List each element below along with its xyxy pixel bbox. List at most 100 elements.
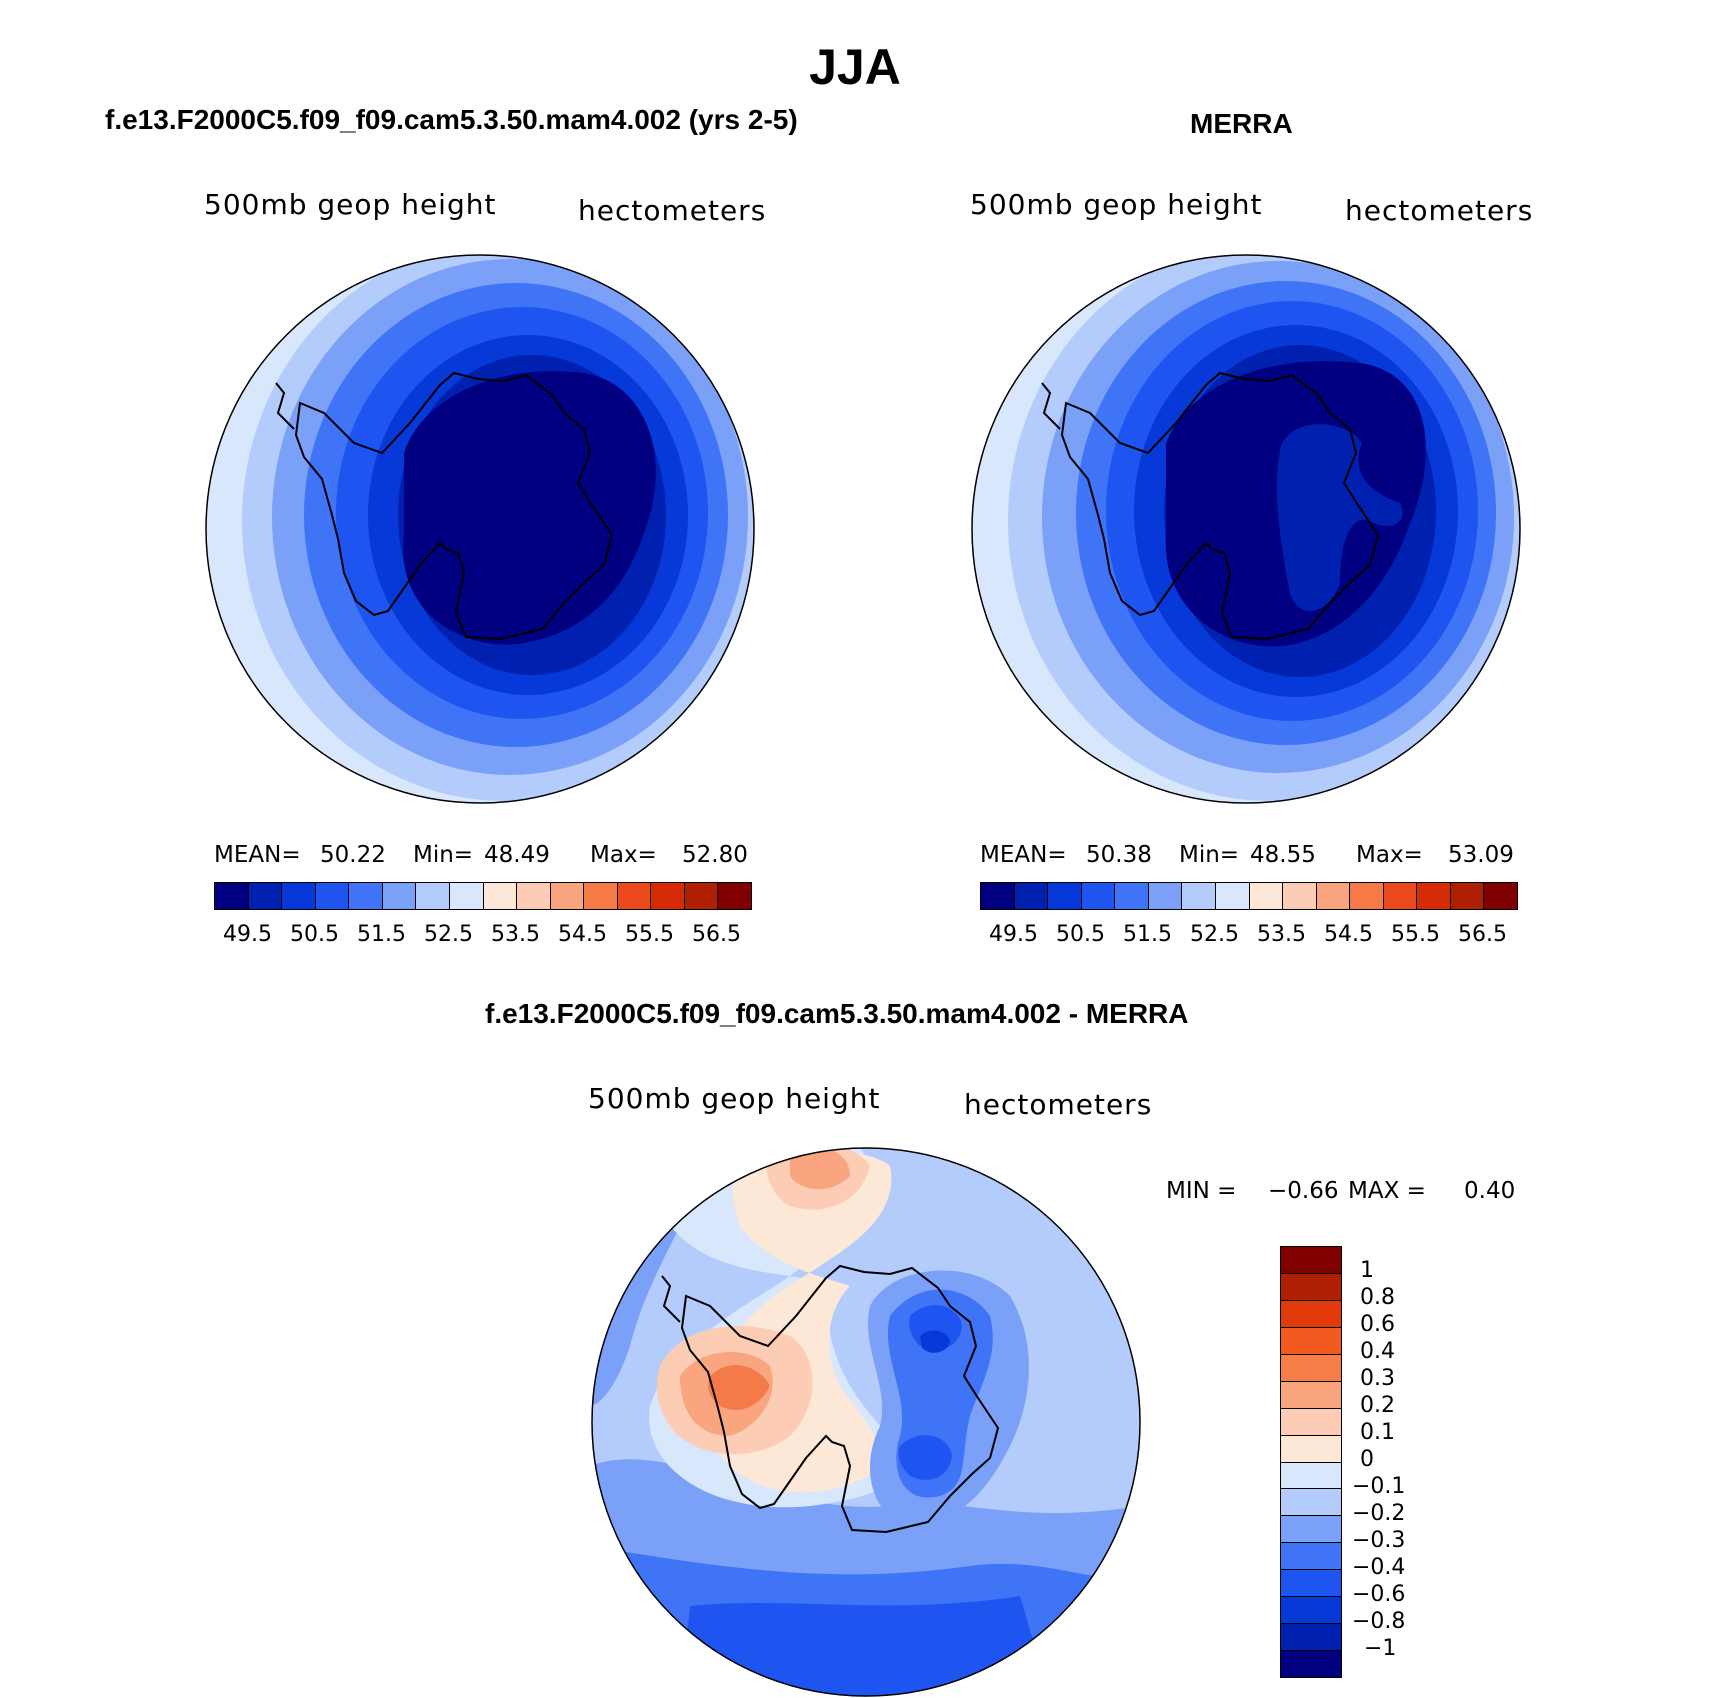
panel3-min-label: MIN = — [1166, 1178, 1237, 1204]
panel3-max-value: 0.40 — [1464, 1178, 1516, 1204]
panel1-min-label: Min= — [413, 842, 474, 868]
panel2-colorbar-swatch — [1249, 883, 1284, 909]
panel2-max-label: Max= — [1356, 842, 1423, 868]
panel2-mean-label: MEAN= — [980, 842, 1067, 868]
panel1-colorbar-tick: 56.5 — [692, 922, 741, 947]
panel1-colorbar-swatch — [718, 883, 751, 909]
panel3-max-label: MAX = — [1348, 1178, 1426, 1204]
panel2-title: MERRA — [1190, 108, 1293, 139]
panel2-colorbar-swatch — [1350, 883, 1384, 909]
panel3-variable-label: 500mb geop height — [588, 1082, 881, 1115]
panel3-units-label: hectometers — [964, 1088, 1153, 1121]
panel2-contour-fill — [972, 255, 1520, 803]
panel3-contour-fill — [592, 1148, 1140, 1696]
panel1-colorbar-tick: 49.5 — [223, 922, 272, 947]
panel2-colorbar-swatch — [1316, 883, 1351, 909]
panel3-colorbar — [1280, 1246, 1342, 1678]
panel3-colorbar-swatch — [1281, 1543, 1341, 1571]
panel1-variable-label: 500mb geop height — [204, 188, 497, 221]
panel3-colorbar-swatch — [1281, 1327, 1341, 1355]
panel2-colorbar-swatch — [1081, 883, 1116, 909]
panel2-colorbar-swatch — [1283, 883, 1317, 909]
panel1-max-label: Max= — [590, 842, 657, 868]
panel1-colorbar-tick: 53.5 — [491, 922, 540, 947]
panel1-contour-fill — [206, 255, 754, 803]
panel1-colorbar-swatch — [349, 883, 383, 909]
panel3-colorbar-swatch — [1281, 1273, 1341, 1301]
panel3-colorbar-tick: −0.6 — [1352, 1582, 1406, 1607]
panel3-colorbar-swatch — [1281, 1300, 1341, 1328]
panel3-colorbar-tick: −0.4 — [1352, 1555, 1406, 1580]
panel2-colorbar-tick: 53.5 — [1257, 922, 1306, 947]
panel2-max-value: 53.09 — [1448, 842, 1514, 868]
panel3-colorbar-swatch — [1281, 1651, 1341, 1677]
panel1-colorbar-swatch — [315, 883, 350, 909]
panel2-colorbar-swatch — [1182, 883, 1216, 909]
panel3-colorbar-swatch — [1281, 1381, 1341, 1409]
panel1-colorbar-tick: 51.5 — [357, 922, 406, 947]
panel3-colorbar-swatch — [1281, 1247, 1341, 1274]
panel1-colorbar-tick: 54.5 — [558, 922, 607, 947]
panel3-colorbar-swatch — [1281, 1570, 1341, 1598]
panel3-colorbar-tick: 1 — [1360, 1258, 1374, 1283]
panel3-colorbar-tick: −0.1 — [1352, 1474, 1406, 1499]
panel2-variable-label: 500mb geop height — [970, 188, 1263, 221]
panel1-colorbar-swatch — [416, 883, 450, 909]
panel2-min-label: Min= — [1179, 842, 1240, 868]
panel1-colorbar-swatch — [382, 883, 417, 909]
figure-title: JJA — [809, 39, 901, 95]
panel2-colorbar-swatch — [1048, 883, 1082, 909]
panel2-colorbar-swatch — [1450, 883, 1485, 909]
panel1-mean-label: MEAN= — [214, 842, 301, 868]
panel2-min-value: 48.55 — [1250, 842, 1316, 868]
panel2-colorbar-swatch — [1484, 883, 1517, 909]
panel2-colorbar-swatch — [1014, 883, 1049, 909]
panel1-colorbar-swatch — [550, 883, 585, 909]
panel2-units-label: hectometers — [1345, 194, 1534, 227]
panel1-polar-map — [205, 254, 755, 804]
panel1-mean-value: 50.22 — [320, 842, 386, 868]
panel2-colorbar-swatch — [1115, 883, 1149, 909]
panel3-colorbar-swatch — [1281, 1516, 1341, 1544]
panel2-colorbar-tick: 50.5 — [1056, 922, 1105, 947]
panel2-colorbar-swatch — [1215, 883, 1250, 909]
panel1-colorbar-tick: 55.5 — [625, 922, 674, 947]
panel3-antarctica-coastline — [680, 1264, 1000, 1534]
panel1-colorbar-swatch — [248, 883, 283, 909]
panel1-colorbar-swatch — [517, 883, 551, 909]
panel2-colorbar-tick: 52.5 — [1190, 922, 1239, 947]
panel3-colorbar-swatch — [1281, 1435, 1341, 1463]
panel1-colorbar-swatch — [651, 883, 685, 909]
panel1-colorbar-swatch — [684, 883, 719, 909]
panel1-max-value: 52.80 — [682, 842, 748, 868]
panel3-min-value: −0.66 — [1268, 1178, 1339, 1204]
panel3-colorbar-swatch — [1281, 1597, 1341, 1625]
panel3-colorbar-swatch — [1281, 1489, 1341, 1517]
panel3-peninsula-coastline — [661, 1275, 681, 1323]
panel3-colorbar-tick: 0 — [1360, 1447, 1374, 1472]
panel2-colorbar-tick: 49.5 — [989, 922, 1038, 947]
panel2-colorbar-swatch — [1417, 883, 1451, 909]
panel3-colorbar-tick: 0.2 — [1360, 1393, 1395, 1418]
panel3-title: f.e13.F2000C5.f09_f09.cam5.3.50.mam4.002… — [485, 998, 1189, 1029]
panel3-colorbar-tick: 0.6 — [1360, 1312, 1395, 1337]
panel3-colorbar-tick: −0.8 — [1352, 1609, 1406, 1634]
panel2-polar-map — [971, 254, 1521, 804]
panel3-colorbar-tick: 0.3 — [1360, 1366, 1395, 1391]
panel2-antarctica-coastline — [1060, 371, 1380, 641]
panel1-colorbar-swatch — [617, 883, 652, 909]
panel3-colorbar-tick: 0.4 — [1360, 1339, 1395, 1364]
panel3-colorbar-tick: −1 — [1364, 1636, 1397, 1661]
panel3-colorbar-tick: −0.2 — [1352, 1501, 1406, 1526]
panel1-min-value: 48.49 — [484, 842, 550, 868]
panel2-colorbar-tick: 54.5 — [1324, 922, 1373, 947]
panel1-title: f.e13.F2000C5.f09_f09.cam5.3.50.mam4.002… — [105, 104, 798, 135]
panel3-colorbar-tick: 0.1 — [1360, 1420, 1395, 1445]
panel3-polar-map — [591, 1147, 1141, 1697]
panel2-colorbar-swatch — [1383, 883, 1418, 909]
panel3-colorbar-swatch — [1281, 1624, 1341, 1652]
panel1-colorbar-tick: 52.5 — [424, 922, 473, 947]
panel3-colorbar-swatch — [1281, 1354, 1341, 1382]
panel2-colorbar-tick: 51.5 — [1123, 922, 1172, 947]
panel1-peninsula-coastline — [275, 382, 295, 430]
